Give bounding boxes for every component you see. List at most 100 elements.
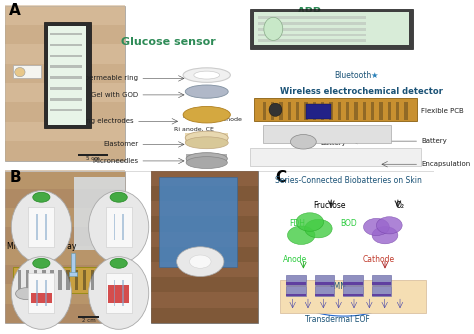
Bar (5, 142, 125, 161)
Text: Flexible PCB: Flexible PCB (421, 109, 464, 115)
Ellipse shape (110, 258, 127, 268)
Bar (151, 231, 258, 247)
Ellipse shape (372, 227, 398, 244)
Bar (42, 270, 46, 290)
Ellipse shape (185, 137, 228, 149)
Bar (78, 316, 100, 318)
Ellipse shape (33, 192, 50, 202)
Ellipse shape (110, 192, 127, 202)
Ellipse shape (16, 288, 37, 300)
Bar (372, 282, 392, 285)
Bar (286, 275, 306, 285)
Bar (5, 170, 125, 189)
Bar (151, 186, 258, 201)
Bar (69, 272, 77, 277)
Bar (258, 39, 365, 42)
Text: 2 cm: 2 cm (82, 318, 95, 323)
Bar (106, 207, 132, 247)
Text: A: A (9, 3, 21, 18)
Bar (58, 270, 62, 290)
Bar (279, 102, 283, 120)
Bar (372, 286, 392, 296)
Bar (286, 286, 306, 296)
Bar (66, 270, 70, 290)
Text: B: B (9, 170, 21, 185)
Text: Impermeable ring: Impermeable ring (76, 75, 138, 81)
Bar (304, 102, 308, 120)
Bar (34, 270, 37, 290)
Bar (78, 154, 108, 156)
Bar (263, 125, 392, 143)
Bar (372, 275, 392, 285)
Bar (5, 171, 125, 323)
Text: Wireless electrochemical detector: Wireless electrochemical detector (280, 87, 443, 96)
Bar (5, 83, 125, 103)
Ellipse shape (186, 157, 228, 169)
Bar (50, 109, 82, 112)
Bar (151, 247, 258, 262)
Text: Transdermal EOF: Transdermal EOF (305, 315, 370, 324)
Ellipse shape (185, 131, 228, 144)
Ellipse shape (185, 85, 228, 98)
Ellipse shape (33, 258, 50, 268)
Bar (45, 280, 46, 306)
Bar (44, 22, 91, 128)
Text: PMN: PMN (329, 282, 346, 291)
Bar (106, 273, 132, 313)
Bar (26, 270, 29, 290)
Bar (82, 270, 86, 290)
Bar (50, 65, 82, 68)
Bar (315, 275, 334, 285)
Bar (344, 286, 363, 296)
Bar (286, 294, 306, 296)
Bar (113, 280, 115, 306)
Bar (122, 280, 124, 306)
Bar (73, 177, 125, 250)
Bar (108, 285, 129, 303)
Bar (388, 102, 391, 120)
Bar (263, 102, 266, 120)
Bar (271, 102, 274, 120)
Bar (379, 102, 383, 120)
Bar (5, 25, 125, 44)
Bar (337, 102, 341, 120)
Bar (186, 154, 228, 163)
Text: FDH: FDH (289, 219, 305, 228)
Text: BOD: BOD (340, 219, 357, 228)
Ellipse shape (269, 103, 282, 116)
Bar (312, 102, 316, 120)
Bar (5, 265, 125, 285)
Bar (91, 270, 94, 290)
Bar (159, 177, 237, 267)
Ellipse shape (291, 135, 316, 149)
Bar (151, 277, 258, 292)
Bar (5, 208, 125, 227)
Bar (5, 44, 125, 63)
Bar (13, 267, 100, 293)
Ellipse shape (296, 213, 324, 231)
Text: Fructose: Fructose (313, 201, 346, 210)
Text: Rg cathode: Rg cathode (206, 117, 242, 122)
Text: Microneedle array: Microneedle array (7, 242, 76, 251)
Bar (74, 270, 78, 290)
Text: O₂: O₂ (395, 201, 404, 210)
Bar (151, 201, 258, 216)
Bar (344, 275, 363, 285)
Bar (5, 189, 125, 208)
Ellipse shape (11, 257, 72, 329)
Bar (258, 16, 365, 19)
Ellipse shape (15, 67, 25, 77)
Bar (5, 285, 125, 304)
Ellipse shape (183, 107, 230, 123)
Bar (254, 12, 409, 45)
Bar (28, 273, 54, 313)
Bar (258, 22, 365, 25)
Ellipse shape (264, 17, 283, 40)
Bar (151, 216, 258, 231)
Bar (344, 282, 363, 285)
Text: Encapsulation: Encapsulation (421, 161, 471, 167)
Bar (151, 308, 258, 323)
Text: C: C (275, 170, 287, 185)
Text: Ri anode, CE: Ri anode, CE (174, 127, 214, 132)
Ellipse shape (183, 68, 230, 82)
